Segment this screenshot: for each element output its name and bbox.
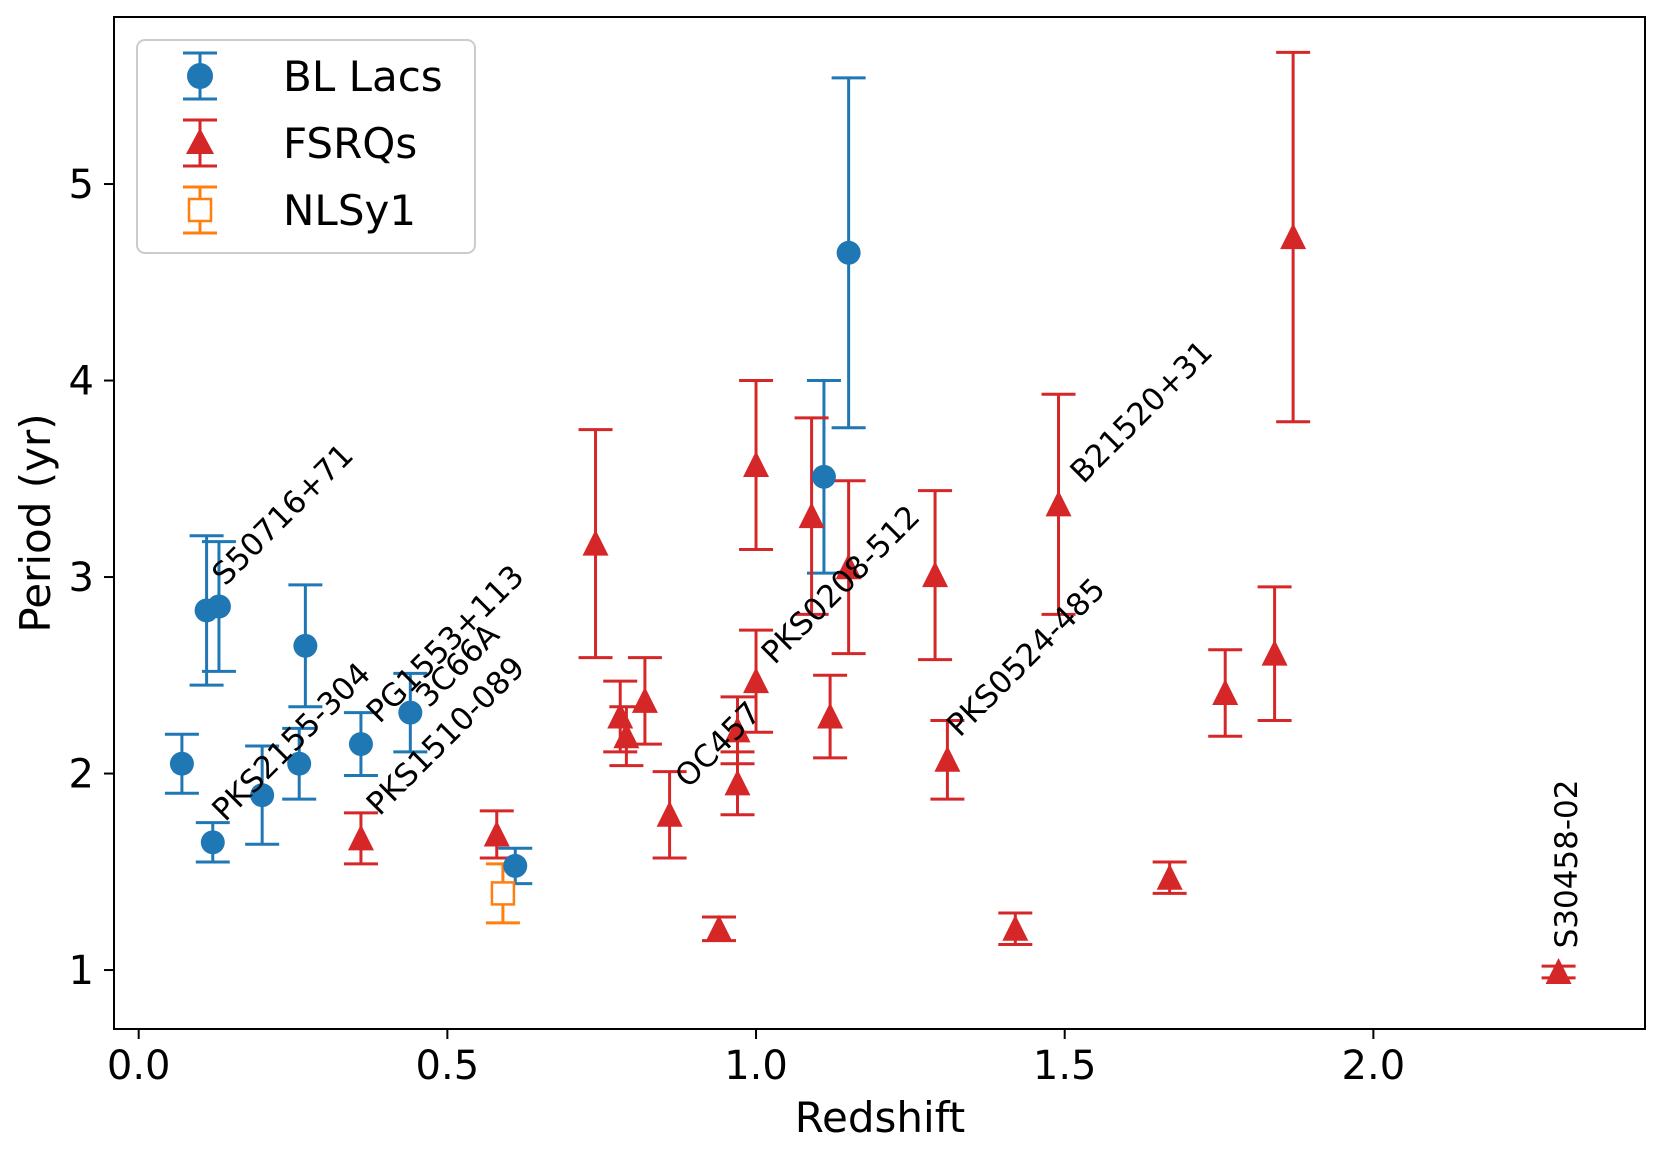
data-point-fsrq — [1212, 678, 1239, 705]
data-point-fsrq — [656, 800, 683, 827]
x-axis-title: Redshift — [795, 1093, 965, 1142]
data-point-fsrq — [835, 553, 862, 580]
data-point-fsrq — [347, 824, 374, 851]
y-tick-label: 3 — [69, 555, 94, 601]
x-tick-label: 1.5 — [1033, 1043, 1097, 1089]
source-annotation: S30458-02 — [1549, 779, 1585, 948]
data-point-fsrq — [1545, 958, 1572, 985]
source-annotation: PKS0524-485 — [940, 571, 1113, 744]
data-point-fsrq — [743, 667, 770, 694]
data-point-fsrq — [724, 769, 751, 796]
source-annotation: PG1553+113 — [360, 558, 532, 730]
source-annotation: OC457 — [668, 695, 768, 795]
data-point-bllac — [206, 594, 231, 619]
data-point-fsrq — [817, 702, 844, 729]
data-point-fsrq — [724, 716, 751, 743]
y-tick-label: 2 — [69, 752, 94, 798]
source-annotation: B21520+31 — [1063, 334, 1219, 490]
legend-item-fsrqs: FSRQs — [183, 118, 417, 168]
data-point-bllac — [293, 633, 318, 658]
legend-item-bllacs: BL Lacs — [183, 51, 443, 101]
y-tick-label: 1 — [69, 948, 94, 994]
data-point-fsrq — [934, 745, 961, 772]
data-point-fsrq — [1002, 914, 1029, 941]
plot-frame — [113, 16, 1646, 1030]
data-point-bllac — [250, 783, 275, 808]
data-point-fsrq — [582, 529, 609, 556]
data-point-fsrq — [483, 820, 510, 847]
data-point-fsrq — [743, 451, 770, 478]
data-point-bllac — [287, 751, 312, 776]
annotations: S50716+71PKS2155-304PG1553+1133C66APKS15… — [205, 334, 1585, 949]
x-axis: 0.0 0.5 1.0 1.5 2.0 — [107, 1029, 1405, 1089]
legend-marker-nlsy1 — [187, 197, 213, 223]
data-point-fsrq — [1045, 490, 1072, 517]
x-tick-label: 0.5 — [416, 1043, 480, 1089]
data-point-nlsy1 — [490, 881, 516, 906]
legend-marker-bllacs — [187, 63, 213, 89]
data-point-fsrq — [607, 702, 634, 729]
data-point-bllac — [398, 700, 423, 725]
data-point-fsrq — [1280, 223, 1307, 250]
legend-label-bllacs: BL Lacs — [283, 52, 443, 101]
y-axis: 1 2 3 4 5 — [69, 162, 114, 994]
x-tick-label: 1.0 — [724, 1043, 788, 1089]
x-tick-label: 0.0 — [107, 1043, 171, 1089]
legend-item-nlsy1: NLSy1 — [183, 185, 416, 235]
legend-marker-fsrqs — [186, 128, 214, 154]
data-point-bllac — [169, 751, 194, 776]
data-markers — [169, 223, 1572, 985]
data-point-bllac — [811, 464, 836, 489]
data-point-fsrq — [1156, 863, 1183, 890]
data-point-fsrq — [1261, 639, 1288, 666]
data-point-bllac — [348, 732, 373, 757]
legend-label-fsrqs: FSRQs — [283, 119, 417, 168]
legend-box — [136, 39, 476, 254]
legend-label-nlsy1: NLSy1 — [283, 186, 416, 235]
data-point-bllac — [836, 240, 861, 265]
y-tick-label: 5 — [69, 162, 94, 208]
y-tick-label: 4 — [69, 359, 94, 405]
source-annotation: PKS0208-512 — [755, 499, 928, 672]
source-annotation: S50716+71 — [205, 437, 360, 592]
legend: BL Lacs FSRQs NLSy1 — [136, 39, 476, 254]
data-point-bllac — [503, 853, 528, 878]
data-point-fsrq — [922, 561, 949, 588]
x-tick-label: 2.0 — [1342, 1043, 1406, 1089]
data-point-fsrq — [705, 914, 732, 941]
data-point-fsrq — [798, 502, 825, 529]
data-point-bllac — [200, 830, 225, 855]
data-point-fsrq — [613, 722, 640, 749]
y-axis-title: Period (yr) — [11, 413, 60, 632]
data-point-fsrq — [631, 686, 658, 713]
